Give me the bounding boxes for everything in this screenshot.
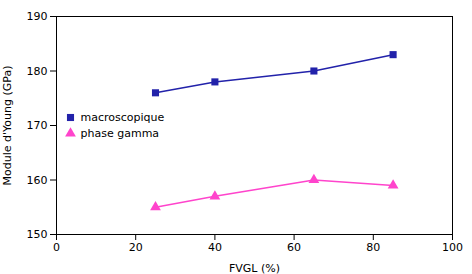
svg-text:80: 80 (366, 241, 380, 254)
svg-text:20: 20 (129, 241, 143, 254)
svg-text:60: 60 (287, 241, 301, 254)
svg-text:phase gamma: phase gamma (81, 127, 160, 140)
svg-text:160: 160 (27, 174, 48, 187)
svg-text:FVGL (%): FVGL (%) (229, 262, 280, 274)
svg-text:macroscopique: macroscopique (81, 111, 165, 124)
svg-text:100: 100 (442, 241, 463, 254)
svg-text:40: 40 (208, 241, 222, 254)
svg-text:170: 170 (27, 119, 48, 132)
svg-text:150: 150 (27, 228, 48, 241)
svg-text:0: 0 (53, 241, 60, 254)
svg-text:Module d'Young (GPa): Module d'Young (GPa) (1, 66, 14, 186)
svg-text:190: 190 (27, 10, 48, 23)
svg-text:180: 180 (27, 65, 48, 78)
